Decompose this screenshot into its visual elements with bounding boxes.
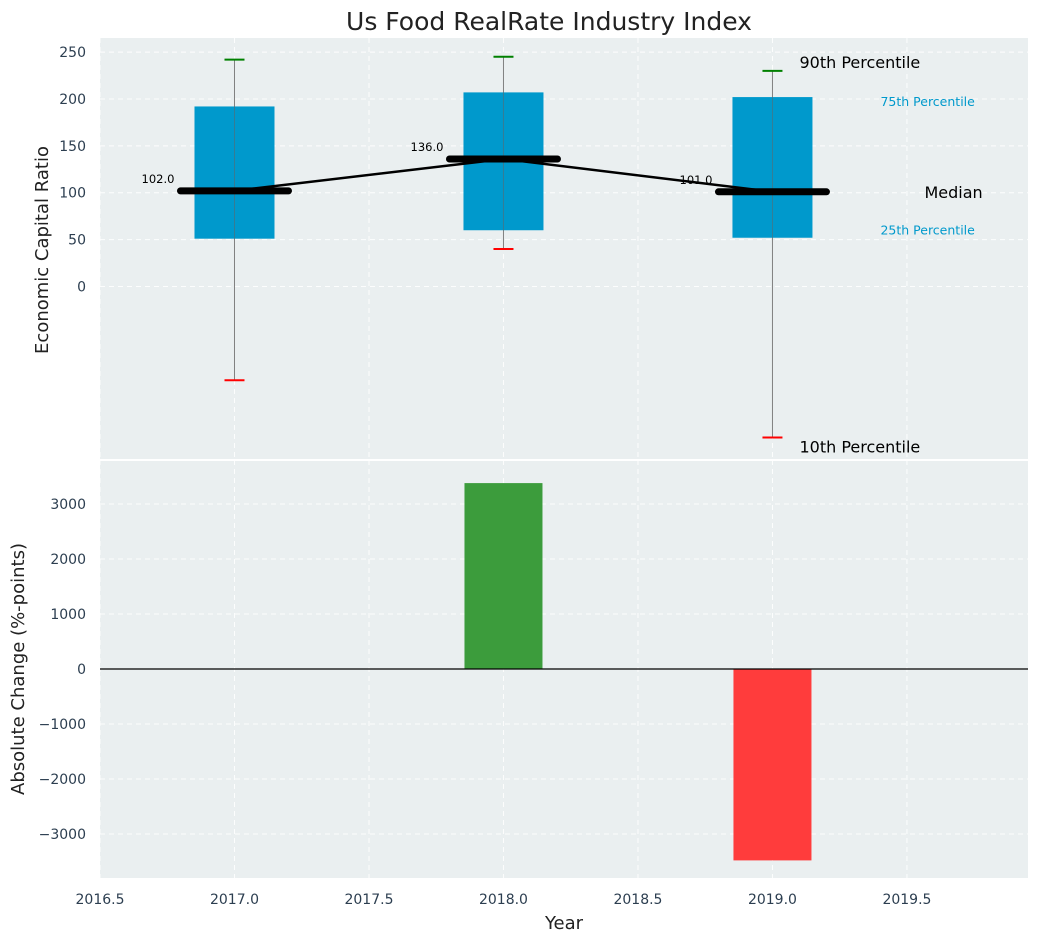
- q1-annotation: 25th Percentile: [880, 223, 975, 238]
- bottom-y-axis-label: Absolute Change (%-points): [8, 543, 29, 795]
- bottom-y-tick-label: −3000: [39, 827, 86, 843]
- x-tick-label: 2019.0: [748, 892, 797, 908]
- top-y-tick-label: 200: [59, 92, 86, 108]
- median-value-label: 102.0: [142, 172, 175, 186]
- top-y-tick-label: 50: [68, 233, 86, 249]
- top-y-tick-label: 100: [59, 186, 86, 202]
- p10-annotation: 10th Percentile: [799, 437, 920, 456]
- bottom-y-tick-label: −1000: [39, 717, 86, 733]
- q3-annotation: 75th Percentile: [880, 94, 975, 109]
- x-tick-label: 2018.0: [479, 892, 528, 908]
- positive-change-bar: [464, 483, 543, 669]
- bottom-plot-area: 2016.5 2017.0 2017.5 2018.0 2018.5 2019.0 2019…: [39, 459, 1028, 908]
- x-axis-label: Year: [544, 913, 584, 934]
- p90-annotation: 90th Percentile: [799, 53, 920, 72]
- bottom-y-tick-label: −2000: [39, 772, 86, 788]
- bottom-y-tick-label: 2000: [50, 552, 86, 568]
- median-value-label: 136.0: [411, 140, 444, 154]
- top-y-tick-label: 150: [59, 139, 86, 155]
- x-tick-label: 2017.5: [344, 892, 393, 908]
- bottom-y-tick-label: 1000: [50, 607, 86, 623]
- top-y-tick-label: 0: [77, 280, 86, 296]
- median-trend-line: [234, 157, 773, 194]
- x-tick-label: 2018.5: [613, 892, 662, 908]
- bottom-y-tick-label: 0: [77, 662, 86, 678]
- chart-title: Us Food RealRate Industry Index: [346, 7, 752, 36]
- x-tick-label: 2019.5: [882, 892, 931, 908]
- x-tick-label: 2016.5: [76, 892, 125, 908]
- top-y-axis-label: Economic Capital Ratio: [32, 146, 53, 354]
- top-plot-area: 0 50 100 150 200 250 102.0 136.0 101.0 90th Perce…: [59, 38, 1028, 460]
- bottom-y-tick-label: 3000: [50, 497, 86, 513]
- median-annotation: Median: [924, 183, 982, 202]
- median-value-label: 101.0: [680, 173, 713, 187]
- top-y-tick-label: 250: [59, 45, 86, 61]
- x-tick-label: 2017.0: [210, 892, 259, 908]
- negative-change-bar: [733, 669, 812, 861]
